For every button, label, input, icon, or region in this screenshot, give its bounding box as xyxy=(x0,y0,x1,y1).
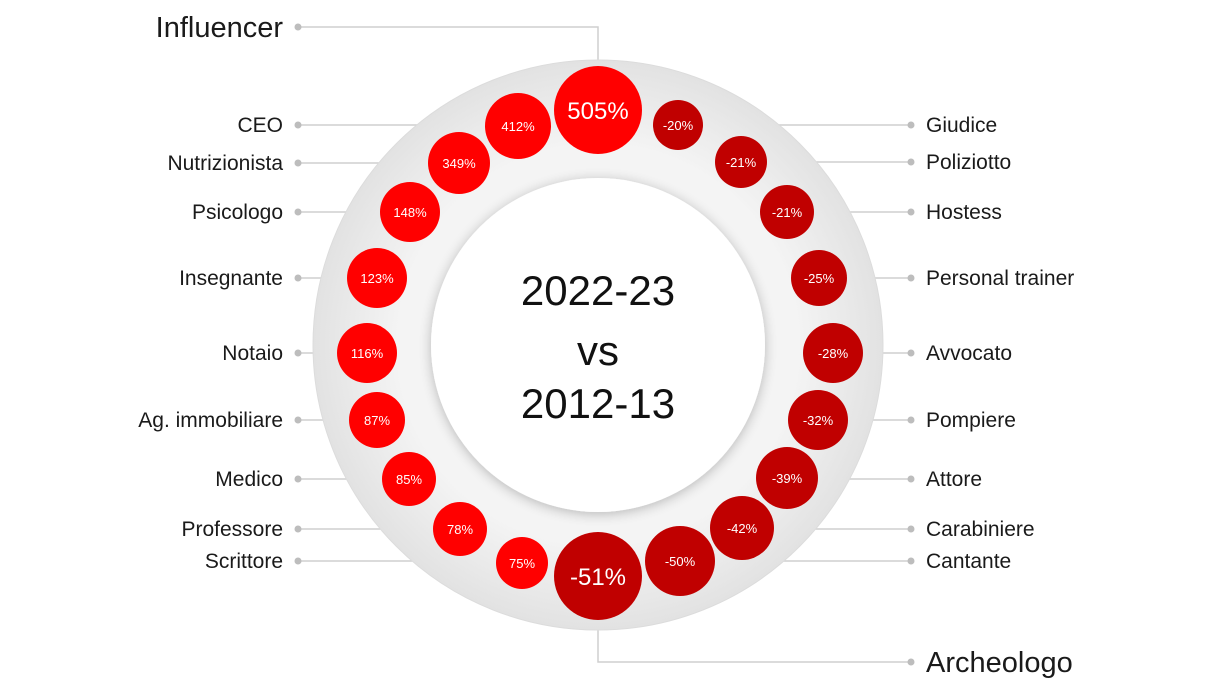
leader-dot-notaio xyxy=(294,349,302,357)
leader-dot-scrittore xyxy=(294,557,302,565)
leader-dot-giudice xyxy=(907,121,915,129)
value-label-giudice: -20% xyxy=(663,118,694,133)
value-label-insegnante: 123% xyxy=(360,271,394,286)
leader-dot-personal-trainer xyxy=(907,274,915,282)
category-label-influencer: Influencer xyxy=(156,12,284,44)
category-label-avvocato: Avvocato xyxy=(926,342,1012,365)
bubbles: 505% 412% 349% 148% 123% 116% 87% 85% 78% 75% -20%… xyxy=(337,66,863,620)
leader-dot-medico xyxy=(294,475,302,483)
leader-dot-psicologo xyxy=(294,208,302,216)
leader-dot-nutrizionista xyxy=(294,159,302,167)
bubble-influencer xyxy=(554,66,642,154)
leader-dot-poliziotto xyxy=(907,158,915,166)
bubble-pompiere xyxy=(788,390,848,450)
leader-dot-influencer xyxy=(294,23,302,31)
value-label-psicologo: 148% xyxy=(393,205,427,220)
bubble-psicologo xyxy=(380,182,440,242)
category-label-carabiniere: Carabiniere xyxy=(926,518,1035,541)
value-label-attore: -39% xyxy=(772,471,803,486)
leader-dot-insegnante xyxy=(294,274,302,282)
bubble-avvocato xyxy=(803,323,863,383)
value-label-ag-immobiliare: 87% xyxy=(364,413,390,428)
value-label-nutrizionista: 349% xyxy=(442,156,476,171)
leader-dot-professore xyxy=(294,525,302,533)
value-label-cantante: -50% xyxy=(665,554,696,569)
inner-disc xyxy=(431,178,765,512)
category-label-poliziotto: Poliziotto xyxy=(926,151,1011,174)
bubble-cantante xyxy=(645,526,715,596)
value-label-medico: 85% xyxy=(396,472,422,487)
bubble-attore xyxy=(756,447,818,509)
center-line-1: 2022-23 xyxy=(521,267,675,314)
leader-dot-carabiniere xyxy=(907,525,915,533)
category-label-medico: Medico xyxy=(215,468,283,491)
bubble-carabiniere xyxy=(710,496,774,560)
category-label-professore: Professore xyxy=(181,518,283,541)
category-label-insegnante: Insegnante xyxy=(179,267,283,290)
center-line-3: 2012-13 xyxy=(521,380,675,427)
category-label-ag-immobiliare: Ag. immobiliare xyxy=(138,409,283,432)
leader-dot-ceo xyxy=(294,121,302,129)
category-label-hostess: Hostess xyxy=(926,201,1002,224)
leader-dot-avvocato xyxy=(907,349,915,357)
bubble-medico xyxy=(382,452,436,506)
bubble-nutrizionista xyxy=(428,132,490,194)
value-label-poliziotto: -21% xyxy=(726,155,757,170)
value-label-influencer: 505% xyxy=(567,98,628,125)
category-label-notaio: Notaio xyxy=(222,342,283,365)
bubble-hostess xyxy=(760,185,814,239)
leader-dot-hostess xyxy=(907,208,915,216)
bubble-archeologo xyxy=(554,532,642,620)
value-label-pompiere: -32% xyxy=(803,413,834,428)
value-label-avvocato: -28% xyxy=(818,346,849,361)
leader-dot-attore xyxy=(907,475,915,483)
bubble-poliziotto xyxy=(715,136,767,188)
category-label-archeologo: Archeologo xyxy=(926,647,1073,679)
category-labels: Influencer CEO Nutrizionista Psicologo Inseg… xyxy=(138,12,1074,679)
leader-dot-archeologo xyxy=(907,658,915,666)
category-label-ceo: CEO xyxy=(237,114,283,137)
category-label-giudice: Giudice xyxy=(926,114,997,137)
bubble-notaio xyxy=(337,323,397,383)
value-label-scrittore: 75% xyxy=(509,556,535,571)
leader-dot-pompiere xyxy=(907,416,915,424)
value-label-archeologo: -51% xyxy=(570,564,626,591)
bubble-professore xyxy=(433,502,487,556)
category-label-cantante: Cantante xyxy=(926,550,1011,573)
category-label-personal-trainer: Personal trainer xyxy=(926,267,1074,290)
value-label-hostess: -21% xyxy=(772,205,803,220)
value-label-personal-trainer: -25% xyxy=(804,271,835,286)
value-label-professore: 78% xyxy=(447,522,473,537)
category-label-attore: Attore xyxy=(926,468,982,491)
leader-dot-cantante xyxy=(907,557,915,565)
category-label-scrittore: Scrittore xyxy=(205,550,283,573)
bubble-insegnante xyxy=(347,248,407,308)
value-label-carabiniere: -42% xyxy=(727,521,758,536)
bubble-scrittore xyxy=(496,537,548,589)
category-label-pompiere: Pompiere xyxy=(926,409,1016,432)
category-label-psicologo: Psicologo xyxy=(192,201,283,224)
value-label-ceo: 412% xyxy=(501,119,535,134)
leader-dot-ag-immobiliare xyxy=(294,416,302,424)
value-label-notaio: 116% xyxy=(351,346,384,361)
center-line-2: vs xyxy=(577,327,619,374)
bubble-ag-immobiliare xyxy=(349,392,405,448)
bubble-ceo xyxy=(485,93,551,159)
category-label-nutrizionista: Nutrizionista xyxy=(167,152,283,175)
bubble-giudice xyxy=(653,100,703,150)
bubble-personal-trainer xyxy=(791,250,847,306)
